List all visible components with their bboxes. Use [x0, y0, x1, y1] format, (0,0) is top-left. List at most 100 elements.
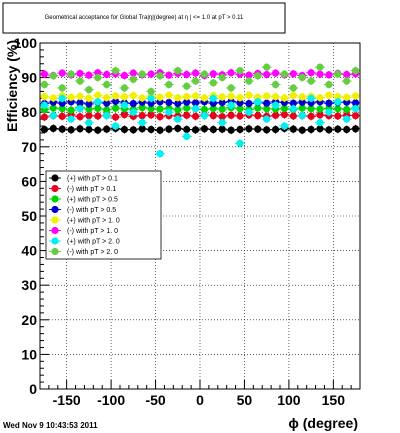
data-point	[138, 118, 146, 127]
legend-marker	[51, 174, 59, 182]
data-point	[58, 69, 66, 77]
legend-marker	[51, 226, 59, 235]
data-point	[129, 126, 137, 134]
x-axis-title: ϕ (degree)	[288, 415, 358, 431]
data-point	[85, 112, 93, 120]
data-point	[343, 93, 351, 101]
x-tick-label: -150	[53, 392, 81, 408]
data-point	[191, 69, 200, 77]
data-point	[156, 93, 164, 101]
x-tick-label: 100	[277, 392, 301, 408]
data-point	[49, 72, 57, 80]
data-point	[209, 112, 217, 120]
data-point	[271, 101, 280, 109]
data-point	[129, 91, 137, 100]
data-point	[236, 99, 244, 107]
data-point	[334, 98, 342, 106]
data-point	[200, 105, 209, 114]
data-point	[76, 113, 84, 121]
data-point	[263, 105, 271, 113]
data-point	[325, 126, 333, 134]
data-point	[156, 105, 164, 113]
plot-frame	[39, 42, 361, 390]
data-point	[263, 99, 271, 107]
data-point	[120, 111, 129, 119]
x-tick-label: 50	[237, 392, 253, 408]
data-point	[298, 112, 306, 120]
data-point	[254, 112, 262, 120]
data-point	[174, 99, 182, 108]
series-layer	[39, 63, 361, 158]
data-point	[280, 70, 289, 78]
data-point	[351, 67, 360, 75]
data-point	[67, 126, 75, 134]
data-point	[138, 94, 146, 102]
data-point	[289, 70, 297, 78]
data-point	[351, 112, 360, 120]
y-tick-label: 90	[21, 70, 37, 86]
data-point	[351, 105, 360, 113]
data-point	[280, 104, 289, 112]
data-point	[334, 105, 342, 113]
data-point	[138, 125, 146, 133]
data-point	[351, 125, 360, 133]
data-point	[191, 112, 200, 120]
data-point	[67, 70, 75, 78]
data-point	[218, 125, 226, 133]
data-point	[191, 99, 200, 107]
data-point	[40, 80, 49, 89]
data-point	[183, 82, 191, 90]
data-point	[40, 93, 49, 101]
legend-label: (-) with pT > 0.5	[67, 207, 116, 214]
data-point	[325, 71, 333, 79]
legend-marker	[51, 216, 59, 224]
series-4	[39, 91, 361, 103]
data-point	[58, 84, 66, 92]
data-point	[200, 112, 209, 120]
data-point	[138, 104, 146, 112]
y-tick-label: 40	[21, 243, 37, 259]
data-point	[111, 92, 120, 100]
data-point	[325, 80, 333, 89]
data-point	[200, 70, 209, 78]
data-point	[147, 94, 155, 102]
data-point	[147, 125, 155, 134]
footer-timestamp: Wed Nov 9 10:43:53 2011	[3, 421, 98, 430]
data-point	[280, 122, 289, 130]
y-tick-label: 80	[21, 104, 37, 120]
data-point	[49, 124, 57, 133]
data-point	[147, 87, 155, 96]
data-point	[147, 111, 155, 119]
y-tick-label: 20	[21, 312, 37, 328]
data-point	[129, 69, 137, 77]
data-point	[129, 108, 137, 116]
data-point	[263, 92, 271, 100]
data-point	[40, 101, 49, 109]
data-point	[209, 125, 217, 134]
data-point	[85, 86, 93, 94]
data-point	[94, 126, 102, 134]
data-point	[254, 98, 262, 106]
data-point	[111, 122, 120, 130]
data-point	[120, 93, 129, 101]
data-point	[40, 125, 49, 134]
data-point	[289, 125, 297, 133]
data-point	[103, 70, 111, 79]
data-point	[183, 132, 191, 141]
data-point	[343, 115, 351, 123]
data-point	[334, 93, 342, 101]
data-point	[316, 111, 324, 119]
data-point	[271, 125, 280, 134]
data-point	[218, 74, 226, 82]
data-point	[343, 77, 351, 85]
legend: (+) with pT > 0.1 (-) with pT > 0.1 (+) wi…	[45, 170, 162, 260]
data-point	[245, 125, 253, 133]
data-point	[263, 70, 271, 79]
data-point	[351, 92, 360, 100]
data-point	[174, 115, 182, 123]
data-point	[76, 92, 84, 100]
data-point	[263, 63, 271, 71]
data-point	[307, 94, 315, 102]
data-point	[227, 84, 235, 92]
